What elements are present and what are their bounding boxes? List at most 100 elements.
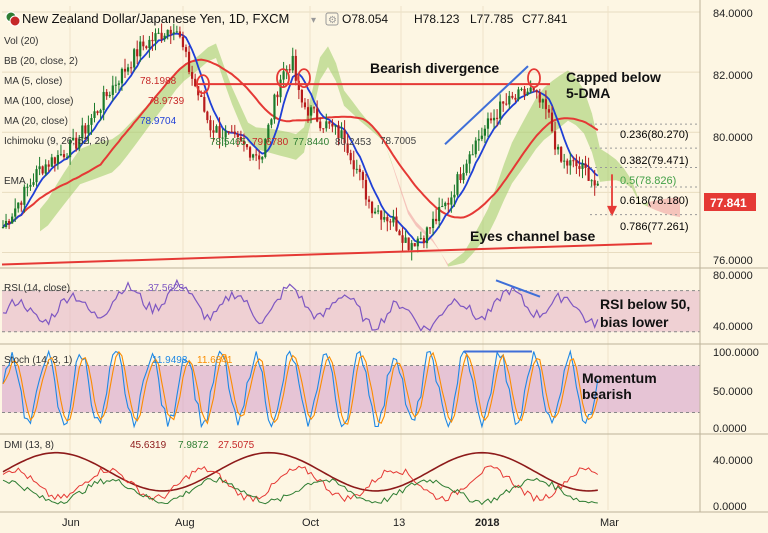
candle-body — [465, 163, 468, 173]
candle-body — [72, 137, 75, 141]
annotation-5dma: 5-DMA — [566, 85, 610, 101]
candle-body — [538, 92, 541, 103]
x-tick: Jun — [62, 517, 80, 529]
ichimoku-cloud-segment — [624, 168, 632, 189]
dropdown-icon[interactable]: ▾ — [311, 15, 316, 26]
adx-line — [2, 451, 598, 492]
dmi-legend: DMI (13, 8) 45.6319 7.9872 27.5075 — [4, 440, 255, 451]
candle-body — [212, 130, 215, 133]
ichimoku-cloud-segment — [640, 202, 648, 207]
candle-body — [425, 227, 429, 244]
highlight-circle — [527, 68, 541, 89]
ichimoku-cloud-segment — [168, 73, 176, 101]
candle-body — [270, 119, 273, 125]
fib-label: 0.786(77.261) — [620, 221, 689, 233]
legend-label: Vol (20) — [4, 36, 38, 47]
annotations: Bearish divergence Capped below 5-DMA Ey… — [370, 60, 690, 402]
x-tick: 13 — [393, 517, 405, 529]
chart-header: New Zealand Dollar/Japanese Yen, 1D, FXC… — [5, 11, 568, 27]
candle-body — [14, 208, 17, 217]
ichimoku-cloud-segment — [216, 43, 224, 82]
candle-body — [456, 174, 459, 195]
gear-icon[interactable]: ⚙ — [328, 15, 337, 26]
candle-body — [258, 155, 261, 160]
candle-body — [114, 84, 117, 86]
annotation-eyes-channel: Eyes channel base — [470, 228, 596, 244]
candle-body — [200, 95, 203, 97]
ichimoku-cloud-segment — [488, 187, 496, 235]
annotation-capped: Capped below — [566, 69, 661, 85]
candle-body — [90, 118, 93, 125]
price-tick: 76.0000 — [713, 255, 753, 267]
ichimoku-cloud-segment — [296, 127, 304, 160]
candle-body — [584, 163, 587, 168]
ichimoku-value: 77.8440 — [293, 137, 330, 148]
price-axis: 84.0000 82.0000 80.0000 76.0000 77.841 8… — [704, 8, 759, 513]
candle-body — [578, 166, 581, 169]
candle-body — [428, 227, 432, 229]
moving-average-lines — [2, 32, 599, 244]
candle-body — [401, 235, 404, 243]
candle-body — [431, 218, 435, 229]
symbol-title[interactable]: New Zealand Dollar/Japanese Yen, 1D, FXC… — [22, 11, 289, 26]
candle-body — [218, 126, 221, 139]
candle-body — [255, 154, 258, 156]
candle-body — [511, 95, 514, 98]
flag-jp-icon — [9, 15, 21, 27]
ichimoku-cloud-segment — [320, 46, 328, 81]
ichimoku-cloud-segment — [664, 197, 672, 216]
candle-body — [505, 103, 508, 105]
candle-body — [462, 172, 465, 181]
candle-body — [75, 137, 78, 149]
candle-body — [374, 211, 377, 214]
candle-body — [1, 227, 5, 229]
ichimoku-cloud-segment — [568, 70, 576, 126]
candle-body — [392, 216, 395, 223]
candle-body — [566, 160, 569, 166]
x-tick: Oct — [302, 517, 319, 529]
highlight-circle — [196, 74, 210, 95]
ichimoku-cloud-segment — [344, 90, 352, 114]
stoch-d-line — [2, 350, 599, 425]
ichimoku-cloud-segment — [440, 251, 448, 267]
candle-body — [267, 124, 270, 139]
candle-body — [340, 130, 343, 139]
annotation-rsi-2: bias lower — [600, 314, 669, 330]
settings-box[interactable] — [325, 12, 339, 26]
ichimoku-cloud-segment — [56, 172, 64, 215]
ma100-line — [2, 58, 599, 228]
candle-body — [41, 166, 44, 174]
candle-body — [151, 39, 154, 42]
candle-body — [248, 147, 252, 158]
rsi-tick: 40.0000 — [713, 321, 753, 333]
annotation-momentum-1: Momentum — [582, 370, 657, 386]
time-axis: Jun Aug Oct 13 2018 Mar — [62, 517, 619, 529]
candle-body — [529, 87, 532, 92]
indicator-legend: Vol (20) BB (20, close, 2) MA (5, close) 78… — [4, 36, 417, 187]
candle-body — [282, 71, 285, 80]
ichimoku-cloud-segment — [648, 200, 656, 211]
ohlc-low: L77.785 — [470, 12, 514, 26]
candle-body — [126, 67, 130, 72]
settings-button[interactable]: ⚙ — [325, 12, 339, 26]
fibonacci-levels: 0.236(80.270) 0.382(79.471) 0.5(78.826) … — [620, 129, 689, 233]
candle-body — [569, 160, 572, 166]
candle-body — [517, 89, 520, 100]
ohlc-close: C77.841 — [522, 12, 568, 26]
candle-body — [447, 202, 450, 205]
legend-label: Ichimoku (9, 26, 52, 26) — [4, 136, 109, 147]
candle-body — [496, 117, 499, 119]
current-price-tag — [704, 193, 756, 211]
candle-body — [194, 78, 197, 87]
ichimoku-cloud-segment — [456, 252, 464, 265]
candle-body — [35, 169, 38, 183]
candle-body — [535, 90, 538, 93]
candle-body — [514, 97, 517, 100]
legend-label: BB (20, close, 2) — [4, 56, 78, 67]
candle-body — [416, 238, 419, 247]
candle-body — [181, 36, 185, 48]
ichimoku-cloud-segment — [416, 221, 424, 234]
candle-body — [383, 217, 386, 220]
candle-body — [550, 112, 554, 132]
ichimoku-cloud-segment — [328, 46, 336, 82]
